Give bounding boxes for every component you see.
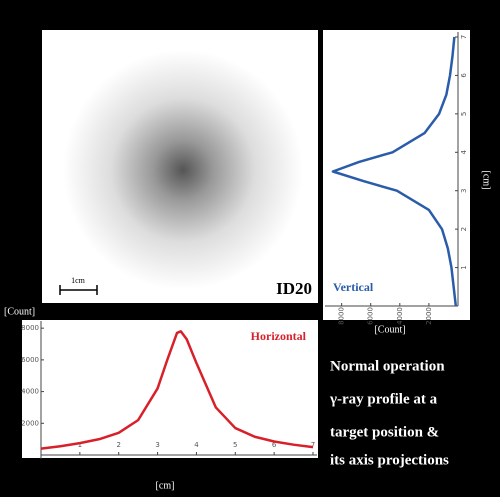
y-tick-label: 3 [460,188,468,192]
x-tick-label: 5 [233,441,237,449]
x-tick-label: 6000 [367,307,375,325]
figure: 1cm ID20 Normal operation γ-ray profile … [0,0,500,497]
scale-label: 1cm [71,276,86,285]
x-tick-label: 4000 [396,307,404,325]
y-tick-label: 6 [460,73,468,78]
y-tick-label: 2 [460,227,468,231]
x-tick-label: 3 [155,441,159,449]
y-tick-label: 1 [460,265,468,269]
x-axis-label: [cm] [156,480,175,491]
chart-title: Horizontal [251,329,307,343]
x-axis-label: [Count] [374,324,405,335]
caption-line: its axis projections [330,452,449,468]
y-axis-label: [cm] [481,171,492,190]
x-tick-label: 8000 [338,307,346,325]
image-label: ID20 [276,279,312,298]
x-tick-label: 2000 [425,307,433,325]
caption-line: γ-ray profile at a [329,391,438,407]
y-tick-label: 4 [460,150,468,155]
y-tick-label: 8000 [21,324,39,332]
y-tick-label: 5 [460,112,468,116]
y-tick-label: 6000 [21,356,39,364]
y-axis-label: [Count] [4,306,35,317]
y-tick-label: 7 [460,35,468,39]
chart-title: Vertical [333,280,374,294]
y-tick-label: 2000 [21,419,39,427]
x-tick-label: 2 [116,441,120,449]
beam-spot [63,50,303,290]
x-tick-label: 4 [194,441,199,449]
caption-line: Normal operation [330,358,445,374]
caption-line: target position & [330,424,439,440]
y-tick-label: 4000 [21,388,39,396]
